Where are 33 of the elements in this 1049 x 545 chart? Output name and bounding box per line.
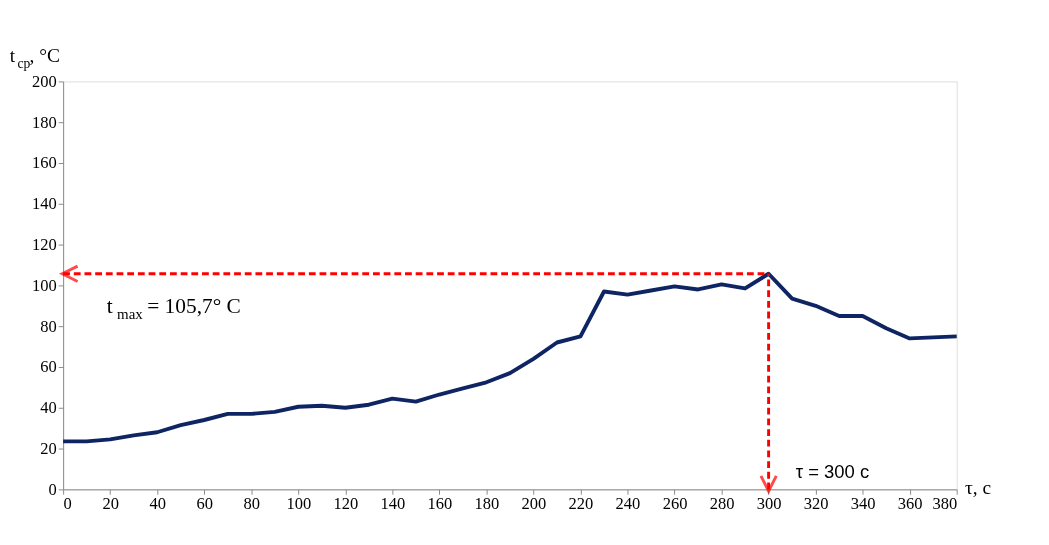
- y-tick-label: 100: [32, 275, 57, 295]
- x-tick-label: 340: [850, 494, 876, 514]
- y-tick-label: 200: [32, 71, 57, 91]
- x-tick-label: 220: [568, 494, 594, 514]
- x-tick-label: 380: [932, 494, 958, 514]
- y-tick-label: 80: [40, 316, 57, 336]
- x-tick-label: 20: [102, 494, 119, 514]
- y-tick-label: 0: [48, 479, 57, 499]
- x-axis-title: τ, с: [964, 476, 992, 498]
- x-tick-label: 260: [662, 494, 688, 514]
- x-tick-label: 320: [803, 494, 829, 514]
- y-tick-label: 180: [32, 112, 57, 132]
- y-tick-label: 120: [32, 234, 57, 254]
- y-tick-label: 140: [32, 194, 57, 214]
- y-tick-label: 40: [40, 398, 57, 418]
- x-tick-label: 200: [521, 494, 547, 514]
- y-tick-label: 20: [40, 438, 57, 458]
- ref-line-label: τ = 300 с: [795, 460, 870, 482]
- x-tick-label: 160: [427, 494, 453, 514]
- x-tick-label: 0: [63, 494, 72, 514]
- y-tick-label: 160: [32, 153, 57, 173]
- x-tick-label: 60: [196, 494, 213, 514]
- x-tick-label: 300: [756, 494, 782, 514]
- x-tick-label: 280: [709, 494, 735, 514]
- x-tick-label: 80: [243, 494, 260, 514]
- x-tick-label: 120: [333, 494, 359, 514]
- x-tick-label: 40: [149, 494, 166, 514]
- x-tick-label: 180: [474, 494, 500, 514]
- x-tick-label: 360: [897, 494, 923, 514]
- x-tick-label: 140: [380, 494, 406, 514]
- x-tick-label: 100: [286, 494, 312, 514]
- y-tick-label: 60: [40, 357, 57, 377]
- x-tick-label: 240: [615, 494, 641, 514]
